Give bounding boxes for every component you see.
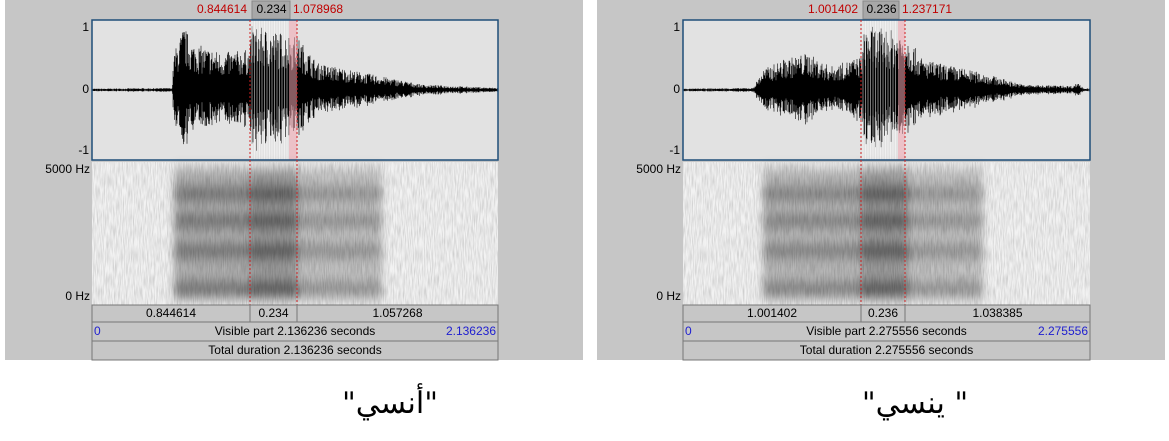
waveform-frame (682, 19, 1091, 161)
segment-label: 1.038385 (972, 306, 1022, 320)
formant-band (174, 245, 250, 257)
selection-duration: 0.236 (866, 2, 896, 16)
total-row (91, 340, 499, 361)
formant-band (250, 283, 297, 295)
selection-end: 1.078968 (293, 2, 343, 16)
formant-band (250, 245, 297, 257)
formant-band (861, 188, 908, 200)
amp-label-bottom: -1 (669, 143, 680, 157)
formant-band (908, 215, 983, 227)
segment-label: 1.057268 (372, 306, 422, 320)
selection-hatch (251, 20, 288, 160)
formant-band (250, 188, 297, 200)
formant-band (861, 245, 908, 257)
formant-band (763, 283, 861, 295)
selection-duration-box (862, 0, 900, 20)
visible-part: Visible part 2.136236 seconds (215, 324, 376, 338)
formant-band (174, 188, 250, 200)
energy-region (861, 168, 908, 300)
selection-end: 1.237171 (902, 2, 952, 16)
formant-band (763, 188, 861, 200)
visible-start: 0 (94, 324, 101, 338)
formant-band (174, 283, 250, 295)
amp-label-bottom: -1 (78, 143, 89, 157)
energy-region (763, 168, 861, 300)
energy-region (297, 168, 382, 300)
total-duration: Total duration 2.136236 seconds (208, 343, 381, 357)
caption: "أنسي" (342, 383, 438, 421)
waveform-frame (91, 19, 499, 161)
total-duration: Total duration 2.275556 seconds (800, 343, 973, 357)
energy-region (250, 168, 297, 300)
caption: " ينسي" (862, 386, 968, 421)
formant-band (861, 283, 908, 295)
spectrogram-energy (174, 168, 382, 300)
formant-band (297, 215, 382, 227)
formant-band (861, 215, 908, 227)
selection-pink (898, 20, 905, 160)
formant-band (297, 245, 382, 257)
amp-label-mid: 0 (673, 82, 680, 96)
segment-label: 0.234 (258, 306, 288, 320)
selection-start: 0.844614 (197, 2, 247, 16)
formant-band (908, 188, 983, 200)
formant-band (763, 245, 861, 257)
freq-label-top: 5000 Hz (45, 162, 90, 176)
segment-label: 1.001402 (747, 306, 797, 320)
visible-end: 2.136236 (446, 324, 496, 338)
freq-label-bottom: 0 Hz (65, 289, 90, 303)
formant-band (297, 283, 382, 295)
amp-label-top: 1 (673, 20, 680, 34)
amp-label-mid: 0 (82, 82, 89, 96)
formant-band (908, 283, 983, 295)
visible-part: Visible part 2.275556 seconds (806, 324, 967, 338)
selection-duration: 0.234 (256, 2, 286, 16)
energy-region (908, 168, 983, 300)
praat-panel: 1.001402 0.236 1.237171 1 0 -1 5000 Hz 0 Hz 1.00… (597, 0, 1165, 421)
amp-label-top: 1 (82, 20, 89, 34)
spectrogram-energy (763, 168, 983, 300)
energy-region (174, 168, 250, 300)
selection-pink (289, 20, 297, 160)
freq-label-top: 5000 Hz (636, 162, 681, 176)
formant-band (250, 215, 297, 227)
freq-label-bottom: 0 Hz (656, 289, 681, 303)
segment-label: 0.844614 (146, 306, 196, 320)
formant-band (174, 215, 250, 227)
segment-label: 0.236 (868, 306, 898, 320)
formant-band (763, 215, 861, 227)
selection-duration-box (251, 0, 291, 20)
selection-start: 1.001402 (808, 2, 858, 16)
total-row (682, 340, 1091, 361)
visible-start: 0 (685, 324, 692, 338)
selection-hatch (862, 20, 896, 160)
formant-band (297, 188, 382, 200)
visible-end: 2.275556 (1038, 324, 1088, 338)
formant-band (908, 245, 983, 257)
praat-panel: 0.844614 0.234 1.078968 1 0 -1 5000 Hz 0 Hz 0.84… (5, 0, 583, 421)
